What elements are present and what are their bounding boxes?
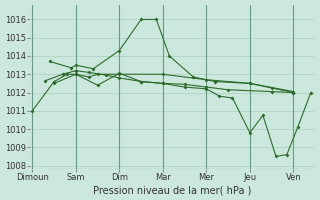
X-axis label: Pression niveau de la mer( hPa ): Pression niveau de la mer( hPa )	[93, 185, 252, 195]
